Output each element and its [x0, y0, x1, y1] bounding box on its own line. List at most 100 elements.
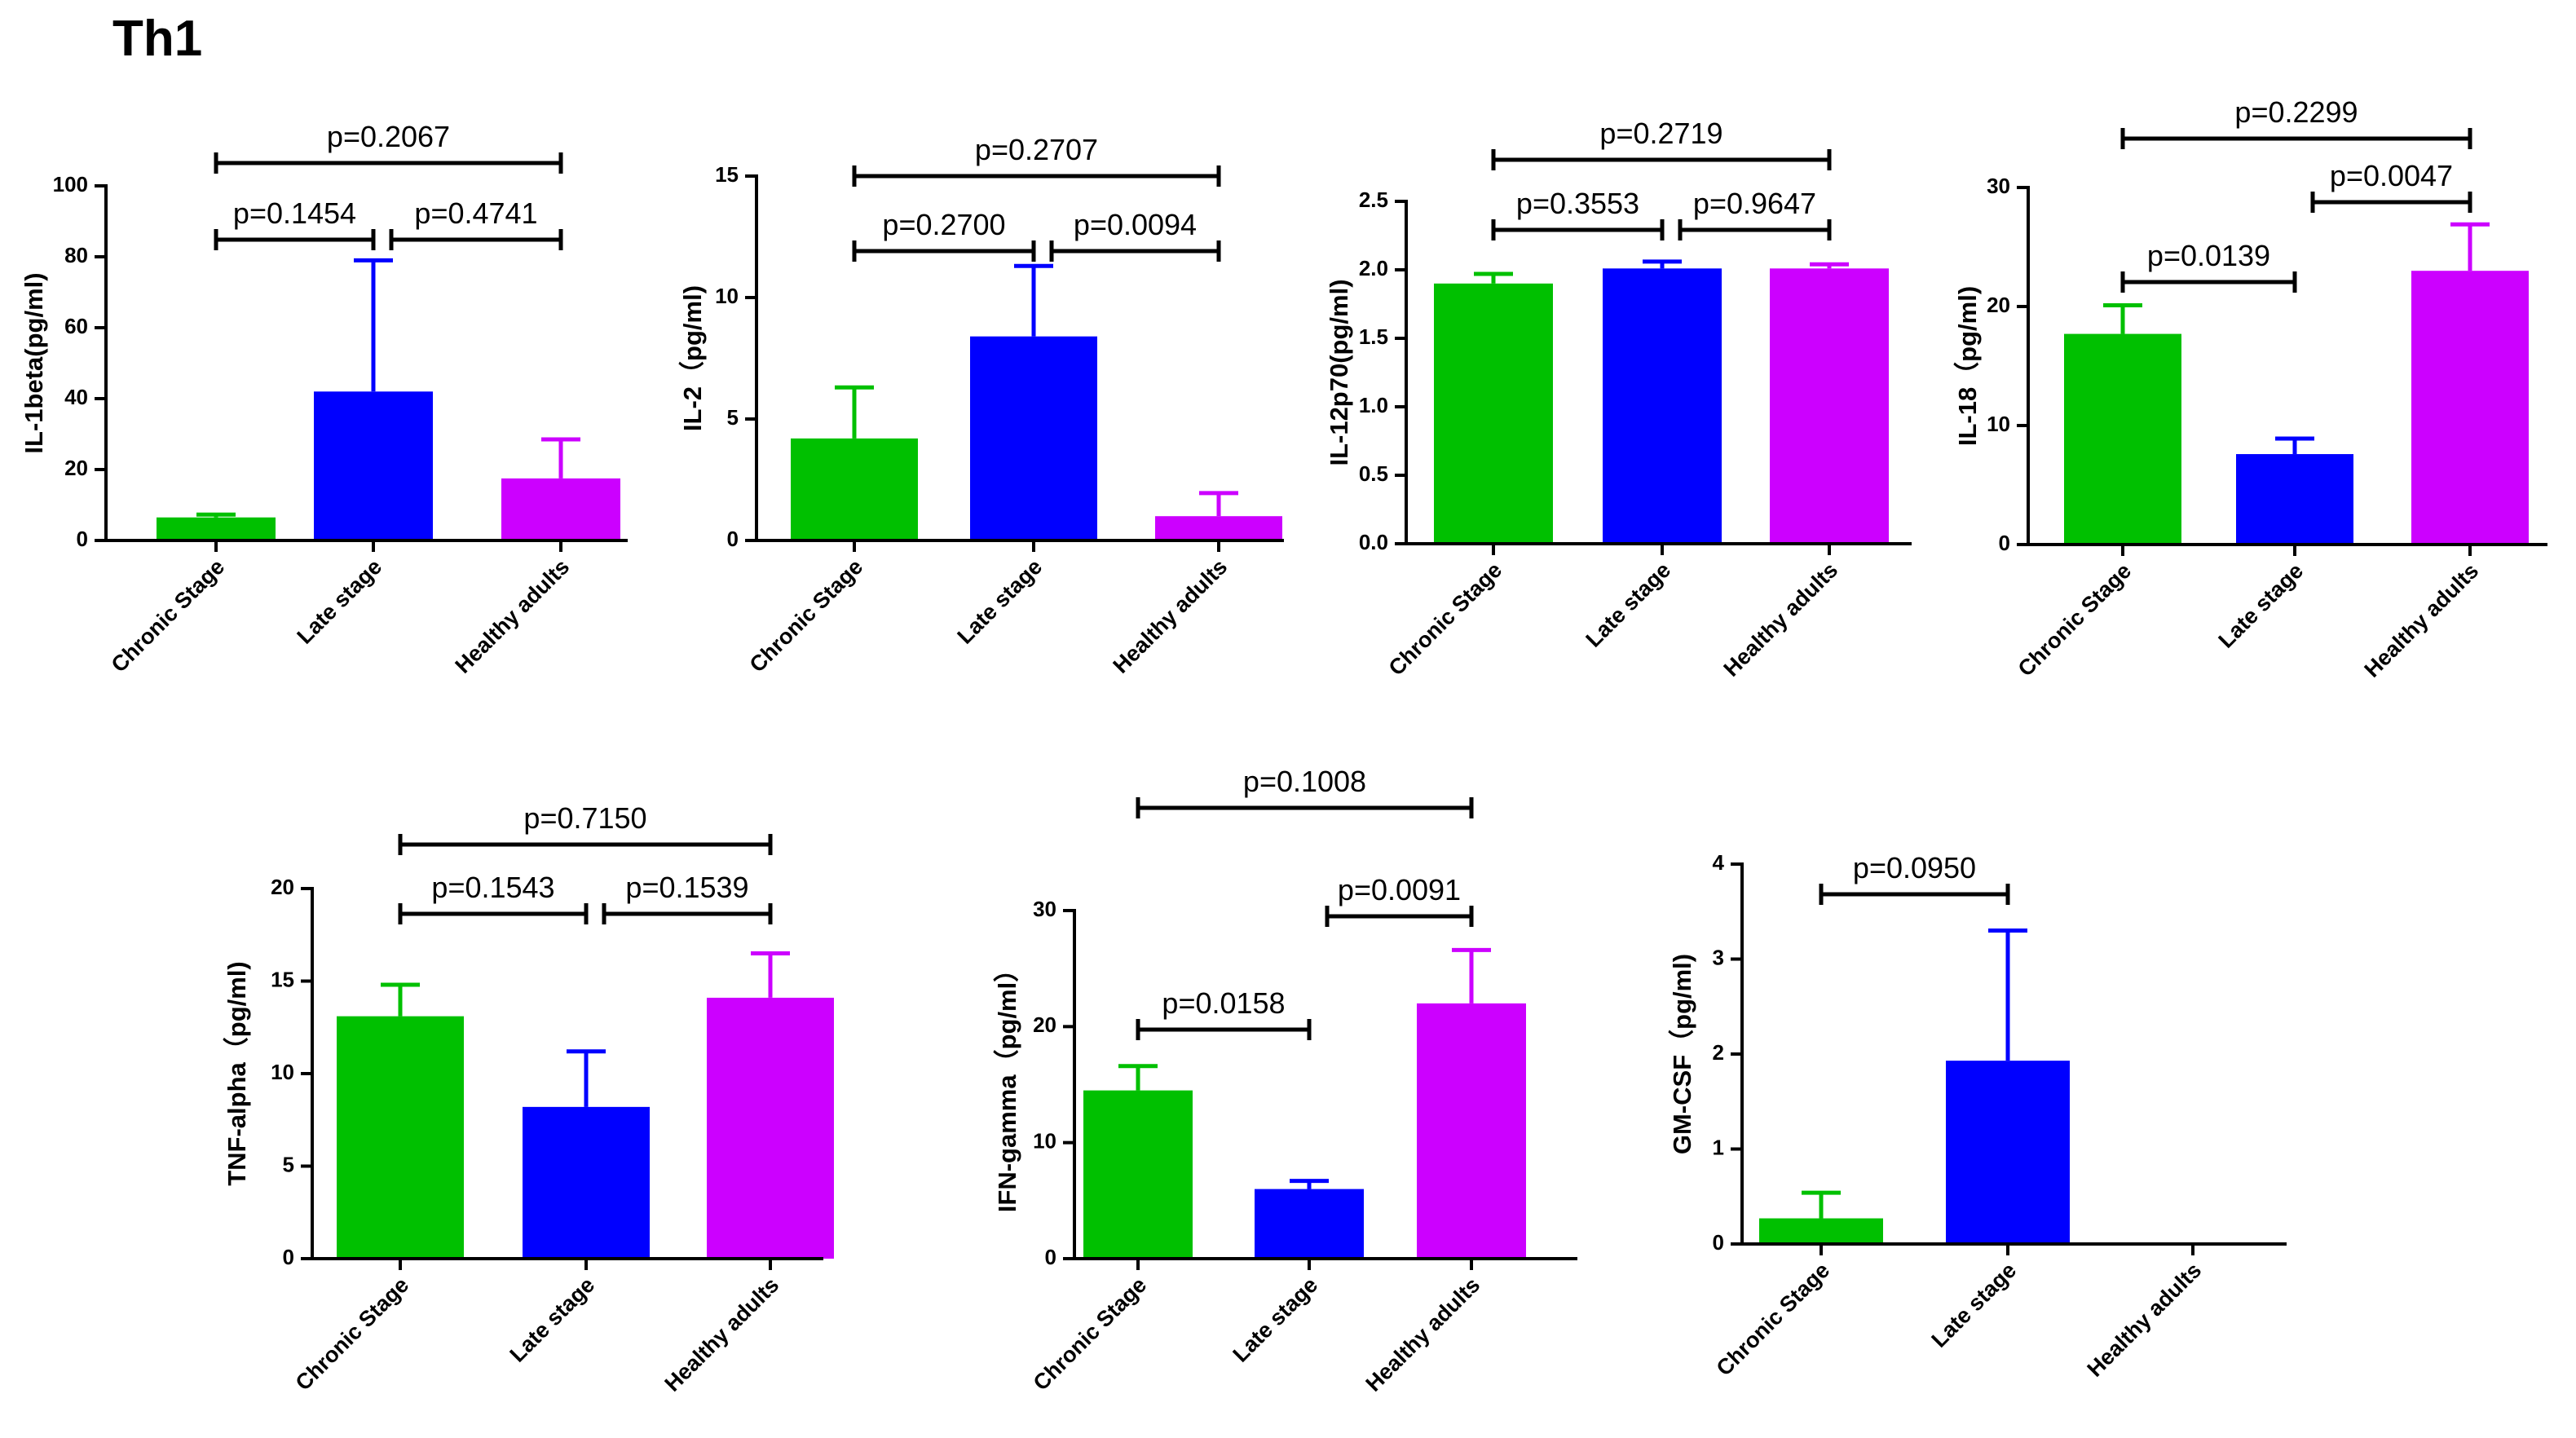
- y-axis-label: TNF-alpha（pg/ml): [223, 961, 251, 1186]
- y-tick-label: 2.5: [1359, 187, 1388, 212]
- p-value-label: p=0.3553: [1516, 187, 1639, 220]
- y-tick-label: 10: [271, 1060, 294, 1084]
- y-axis-label: IL-1beta(pg/ml): [20, 272, 48, 453]
- bar-healthy: [1417, 1003, 1526, 1259]
- y-tick-label: 30: [1033, 897, 1056, 921]
- y-tick-label: 0: [283, 1245, 294, 1269]
- p-value-label: p=0.9647: [1693, 187, 1816, 220]
- y-tick-label: 1.5: [1359, 324, 1388, 349]
- bar-late: [523, 1106, 650, 1259]
- x-tick-label: Healthy adults: [2360, 558, 2484, 682]
- x-tick-label: Chronic Stage: [745, 554, 868, 677]
- y-tick-label: 15: [271, 967, 294, 991]
- p-value-label: p=0.4741: [414, 196, 537, 230]
- y-axis-label: GM-CSF（pg/ml): [1668, 954, 1696, 1154]
- chart-panel: IL-12p70(pg/ml) 0.0 0.5 1.0 1.5 2.0 2.5 Chronic…: [1325, 117, 1912, 682]
- bar-late: [1255, 1189, 1364, 1259]
- p-value-label: p=0.2719: [1599, 117, 1722, 150]
- p-value-label: p=0.1539: [625, 871, 748, 904]
- p-value-label: p=0.2707: [975, 133, 1098, 166]
- bar-late: [2236, 454, 2353, 545]
- x-tick-label: Late stage: [1228, 1273, 1323, 1367]
- x-tick-label: Chronic Stage: [1029, 1273, 1152, 1396]
- y-tick-label: 0: [727, 527, 739, 551]
- y-tick-label: 80: [64, 243, 88, 267]
- y-tick-label: 0: [1045, 1245, 1056, 1269]
- y-tick-label: 20: [64, 456, 88, 480]
- bar-chronic: [157, 517, 276, 540]
- p-value-label: p=0.2299: [2234, 95, 2358, 129]
- p-value-label: p=0.0139: [2147, 239, 2270, 272]
- p-value-label: p=0.1008: [1243, 765, 1366, 798]
- y-tick-label: 60: [64, 314, 88, 338]
- bar-chronic: [1759, 1218, 1883, 1244]
- p-value-label: p=0.7150: [523, 801, 646, 835]
- p-value-label: p=0.1543: [431, 871, 554, 904]
- bar-late: [1946, 1061, 2070, 1244]
- y-tick-label: 20: [271, 875, 294, 899]
- x-tick-label: Healthy adults: [1361, 1273, 1485, 1396]
- y-tick-label: 10: [1033, 1129, 1056, 1153]
- x-tick-label: Healthy adults: [1719, 558, 1843, 682]
- bar-late: [970, 336, 1097, 540]
- x-tick-label: Chronic Stage: [1712, 1258, 1835, 1381]
- y-tick-label: 0: [1713, 1230, 1724, 1255]
- bar-late: [1603, 268, 1722, 544]
- x-tick-label: Healthy adults: [660, 1273, 784, 1396]
- x-tick-label: Late stage: [1581, 558, 1676, 652]
- x-tick-label: Chronic Stage: [107, 554, 230, 677]
- bar-late: [314, 391, 433, 540]
- chart-panel: TNF-alpha（pg/ml) 0 5 10 15 20 Chronic Stage Lat…: [223, 801, 834, 1396]
- y-tick-label: 2: [1713, 1040, 1724, 1065]
- x-tick-label: Late stage: [1927, 1258, 2022, 1352]
- y-tick-label: 10: [1987, 412, 2010, 436]
- x-tick-label: Late stage: [2214, 558, 2309, 653]
- y-tick-label: 0.5: [1359, 461, 1388, 486]
- y-tick-label: 3: [1713, 945, 1724, 969]
- x-tick-label: Chronic Stage: [1384, 558, 1507, 681]
- p-value-label: p=0.0091: [1338, 873, 1461, 906]
- y-tick-label: 20: [1033, 1012, 1056, 1037]
- y-tick-label: 1.0: [1359, 393, 1388, 417]
- x-tick-label: Healthy adults: [1109, 554, 1233, 678]
- y-tick-label: 0: [1999, 531, 2010, 555]
- y-axis-label: IL-18（pg/ml): [1953, 286, 1982, 446]
- chart-panel: IL-18（pg/ml) 0 10 20 30 Chronic Stage Late sta…: [1953, 95, 2547, 682]
- y-tick-label: 10: [715, 284, 739, 308]
- x-tick-label: Chronic Stage: [291, 1273, 414, 1396]
- y-tick-label: 4: [1713, 850, 1725, 875]
- y-tick-label: 1: [1713, 1135, 1724, 1159]
- p-value-label: p=0.0047: [2330, 159, 2453, 192]
- y-tick-label: 5: [727, 405, 739, 430]
- y-axis-label: IFN-gamma（pg/ml）: [993, 957, 1021, 1212]
- bar-chronic: [2064, 333, 2181, 545]
- chart-panel: IL-2（pg/ml) 0 5 10 15 Chronic Stage Late stage…: [678, 133, 1284, 678]
- p-value-label: p=0.2700: [882, 208, 1005, 241]
- p-value-label: p=0.1454: [233, 196, 356, 230]
- y-tick-label: 40: [64, 385, 88, 409]
- bar-chronic: [791, 438, 918, 540]
- chart-panel: GM-CSF（pg/ml) 0 1 2 3 4 Chronic Stage Late stag…: [1668, 850, 2287, 1382]
- p-value-label: p=0.0158: [1162, 986, 1285, 1020]
- x-tick-label: Chronic Stage: [2014, 558, 2137, 682]
- p-value-label: p=0.2067: [327, 120, 450, 153]
- chart-panel: IFN-gamma（pg/ml） 0 10 20 30 Chronic Stage Late…: [993, 765, 1577, 1396]
- bar-chronic: [337, 1016, 464, 1259]
- bar-healthy: [707, 997, 834, 1259]
- y-tick-label: 0: [77, 527, 88, 551]
- y-axis-label: IL-12p70(pg/ml): [1325, 279, 1353, 465]
- x-tick-label: Late stage: [505, 1273, 600, 1367]
- p-value-label: p=0.0094: [1074, 208, 1197, 241]
- x-tick-label: Late stage: [293, 554, 387, 649]
- x-tick-label: Healthy adults: [451, 554, 575, 678]
- x-tick-label: Healthy adults: [2083, 1258, 2207, 1382]
- y-axis-label: IL-2（pg/ml): [678, 285, 707, 431]
- chart-panel: IL-1beta(pg/ml) 0 20 40 60 80 100 Chronic Stage…: [20, 120, 628, 678]
- bar-chronic: [1083, 1090, 1193, 1259]
- y-tick-label: 15: [715, 162, 739, 187]
- p-value-label: p=0.0950: [1853, 851, 1976, 884]
- bar-healthy: [1155, 516, 1282, 540]
- y-tick-label: 20: [1987, 293, 2010, 317]
- bar-healthy: [501, 478, 620, 540]
